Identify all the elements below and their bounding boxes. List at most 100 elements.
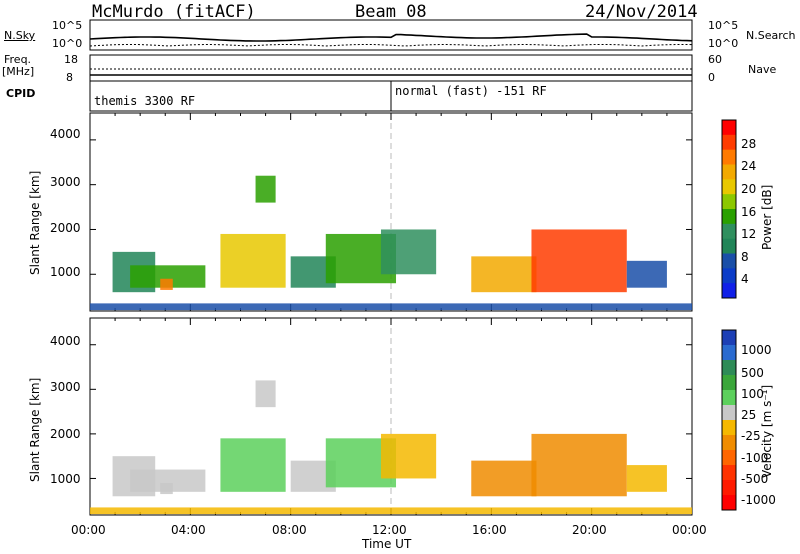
nsky-label: N.Sky <box>4 29 36 42</box>
nsky-trace <box>89 33 693 42</box>
velocity-cbar-cell <box>722 420 736 436</box>
power-ylabel: Slant Range [km] <box>28 170 42 275</box>
power-cbar-cell <box>722 209 736 225</box>
power-echo-region <box>130 265 206 288</box>
velocity-echo-region <box>130 469 206 492</box>
nave-label: Nave <box>748 63 777 76</box>
velocity-cbar-cell <box>722 480 736 496</box>
freq-panel-frame <box>89 54 693 82</box>
xtick-2000: 20:00 <box>572 523 607 537</box>
power-cbar-tick-12: 12 <box>741 227 757 241</box>
nsky-tick-top: 10^5 <box>52 19 83 32</box>
xtick-0000: 00:00 <box>71 523 106 537</box>
velocity-ylabel: Slant Range [km] <box>28 377 42 482</box>
cpid-segment-1: themis 3300 RF <box>94 94 196 108</box>
vel-cbar-tick-neg1000: -1000 <box>741 493 776 507</box>
velocity-cbar-cell <box>722 465 736 481</box>
freq-label: Freq. <box>4 53 32 66</box>
power-cbar-cell <box>722 179 736 195</box>
vel-cbar-tick-neg100: -100 <box>741 451 769 465</box>
power-cbar-label: Power [dB] <box>760 184 774 250</box>
velocity-cbar-cell <box>722 435 736 451</box>
power-cbar-cell <box>722 134 736 151</box>
vel-cbar-tick-25: 25 <box>741 408 757 422</box>
velocity-echo-region <box>471 460 537 497</box>
xtick-1200: 12:00 <box>372 523 407 537</box>
vel-cbar-tick-500: 500 <box>741 366 764 380</box>
cpid-label: CPID <box>6 87 36 100</box>
vel-cbar-tick-1000: 1000 <box>741 343 772 357</box>
nsearch-label: N.Search <box>746 29 796 42</box>
velocity-ytick-3000: 3000 <box>50 380 81 394</box>
nsearch-tick-bottom: 10^0 <box>708 37 739 50</box>
power-cbar-cell <box>722 149 736 165</box>
velocity-ytick-1000: 1000 <box>50 472 81 486</box>
power-cbar-cell <box>722 223 736 240</box>
power-cbar-cell <box>722 164 736 180</box>
station-title: McMurdo (fitACF) <box>92 2 256 22</box>
xaxis-label: Time UT <box>362 537 412 551</box>
power-cbar-cell <box>722 283 736 299</box>
beam-title: Beam 08 <box>355 2 427 22</box>
velocity-ytick-4000: 4000 <box>50 334 81 348</box>
velocity-cbar-label: Velocity [m s⁻¹] <box>760 384 774 478</box>
freq-unit: [MHz] <box>2 65 35 78</box>
power-echo-region <box>531 229 627 293</box>
power-ytick-3000: 3000 <box>50 175 81 189</box>
power-echo-region <box>380 229 437 275</box>
power-echo-region <box>90 303 692 311</box>
power-ytick-1000: 1000 <box>50 265 81 279</box>
date-title: 24/Nov/2014 <box>585 2 698 22</box>
nsearch-trace <box>89 44 693 47</box>
power-cbar-tick-28: 28 <box>741 137 757 151</box>
velocity-cbar-cell <box>722 495 736 511</box>
velocity-cbar-cell <box>722 405 736 421</box>
nsky-panel-frame <box>89 19 693 51</box>
power-cbar-tick-4: 4 <box>741 272 749 286</box>
power-echo-region <box>220 233 286 288</box>
power-cbar-tick-20: 20 <box>741 182 757 196</box>
xtick-2400: 00:00 <box>672 523 707 537</box>
velocity-ytick-2000: 2000 <box>50 427 81 441</box>
power-cbar-cell <box>722 120 736 136</box>
power-ytick-2000: 2000 <box>50 221 81 235</box>
velocity-cbar-cell <box>722 390 736 406</box>
velocity-echo-region <box>380 433 437 479</box>
power-echo-region <box>471 256 537 293</box>
cpid-segment-2: normal (fast) -151 RF <box>395 84 547 98</box>
velocity-cbar-cell <box>722 345 736 361</box>
vel-cbar-tick-100: 100 <box>741 387 764 401</box>
velocity-cbar-cell <box>722 450 736 466</box>
power-cbar-tick-16: 16 <box>741 205 757 219</box>
velocity-echo-region <box>255 380 276 408</box>
vel-cbar-tick-neg25: -25 <box>741 429 761 443</box>
velocity-cbar-frame <box>721 329 737 511</box>
power-echo-region <box>160 278 173 290</box>
velocity-echo-region <box>531 433 627 497</box>
freq-tick-bottom: 8 <box>66 71 73 84</box>
velocity-cbar-cell <box>722 360 736 376</box>
nsearch-tick-top: 10^5 <box>708 19 739 32</box>
power-cbar-cell <box>722 268 736 284</box>
velocity-cbar-cell <box>722 330 736 346</box>
power-echo-region <box>626 260 667 288</box>
nave-tick-top: 60 <box>708 53 722 66</box>
power-cbar-cell <box>722 253 736 269</box>
xtick-1600: 16:00 <box>472 523 507 537</box>
power-cbar-tick-8: 8 <box>741 250 749 264</box>
velocity-cbar-cell <box>722 375 736 391</box>
power-echo-region <box>255 175 276 203</box>
velocity-echo-region <box>90 507 692 515</box>
power-cbar-cell <box>722 238 736 254</box>
vel-cbar-tick-neg500: -500 <box>741 472 769 486</box>
velocity-echo-region <box>220 438 286 492</box>
power-cbar-cell <box>722 194 736 210</box>
nave-tick-bottom: 0 <box>708 71 715 84</box>
xtick-0800: 08:00 <box>272 523 307 537</box>
nsky-tick-bottom: 10^0 <box>52 37 83 50</box>
velocity-echo-region <box>160 482 173 495</box>
power-ytick-4000: 4000 <box>50 127 81 141</box>
velocity-echo-region <box>626 465 667 492</box>
freq-tick-top: 18 <box>64 53 78 66</box>
